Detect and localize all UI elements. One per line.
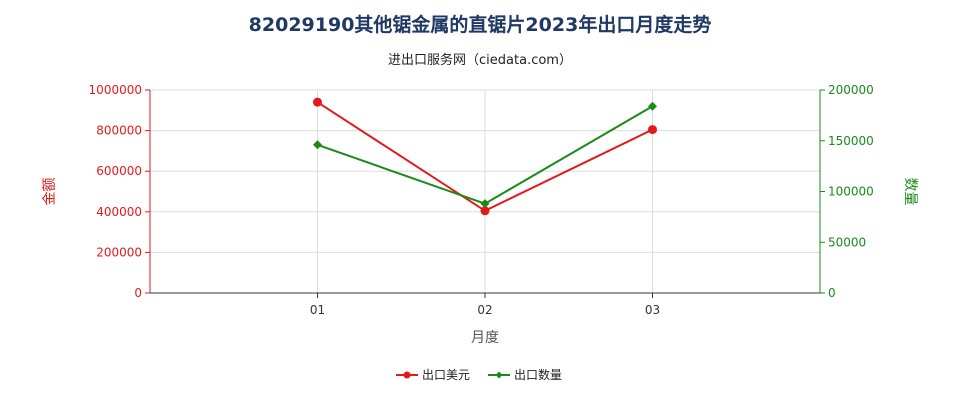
right-axis-tick-label: 0 — [828, 286, 836, 300]
legend-label: 出口美元 — [422, 368, 470, 382]
right-axis-title: 数量 — [902, 178, 918, 206]
x-axis-tick-label: 01 — [310, 303, 325, 317]
left-axis-tick-label: 200000 — [96, 245, 142, 259]
left-axis-tick-label: 0 — [134, 286, 142, 300]
legend-swatch-marker — [495, 371, 503, 379]
left-axis-tick-label: 1000000 — [89, 83, 142, 97]
chart-title: 82029190其他锯金属的直锯片2023年出口月度走势 — [248, 14, 712, 36]
left-axis-tick-label: 600000 — [96, 164, 142, 178]
right-axis-tick-label: 50000 — [828, 235, 866, 249]
legend-label: 出口数量 — [514, 367, 562, 382]
series-point-2 — [313, 140, 322, 150]
x-axis-title: 月度 — [471, 330, 499, 346]
chart-subtitle: 进出口服务网（ciedata.com） — [388, 53, 572, 68]
series-point-2 — [648, 101, 657, 111]
right-axis-tick-label: 200000 — [828, 83, 874, 97]
series-point-1 — [480, 206, 490, 216]
left-axis-title: 金额 — [42, 178, 58, 206]
x-axis-tick-label: 03 — [645, 303, 660, 317]
series-point-1 — [313, 97, 322, 107]
right-axis-tick-label: 150000 — [828, 134, 874, 148]
series-point-2 — [480, 199, 490, 209]
legend-swatch-marker — [403, 371, 411, 379]
left-axis-tick-label: 800000 — [96, 124, 142, 138]
series-point-1 — [648, 125, 657, 135]
x-axis-tick-label: 02 — [477, 303, 492, 317]
right-axis-tick-label: 100000 — [828, 185, 874, 199]
left-axis-tick-label: 400000 — [96, 205, 142, 219]
